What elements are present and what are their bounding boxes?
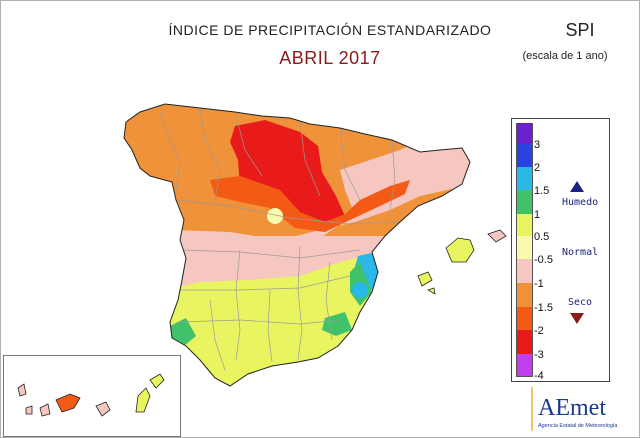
gran-canaria <box>95 401 111 417</box>
aemet-logo: AEmet Agencia Estatal de Meteorología <box>531 387 618 431</box>
legend-tick: 0.5 <box>534 231 550 243</box>
menorca <box>487 229 507 243</box>
formentera <box>427 287 436 295</box>
la-palma <box>17 383 27 397</box>
la-gomera <box>39 403 51 417</box>
legend-swatch-3-plus <box>516 123 533 144</box>
legend-label-wet: Humedo <box>562 197 599 208</box>
el-hierro <box>25 405 33 415</box>
legend-tick: 1 <box>534 209 541 221</box>
legend-swatch-2-3 <box>516 144 533 167</box>
legend-swatch-neg-0.5-1 <box>516 259 533 283</box>
fuerteventura <box>135 387 151 413</box>
legend-label-dry: Seco <box>568 297 593 308</box>
peninsula-coastline <box>123 103 471 387</box>
tenerife <box>55 393 81 413</box>
logo-caption: Agencia Estatal de Meteorología <box>538 423 618 429</box>
region-pink-north <box>176 140 470 248</box>
region-cyan-alicante <box>352 282 368 298</box>
legend-tick: 2 <box>534 162 541 174</box>
legend-tick: -3 <box>534 349 544 361</box>
canary-islands <box>17 373 165 417</box>
canary-inset-frame <box>3 355 181 437</box>
region-light-patch <box>267 208 283 224</box>
legend-tick: 3 <box>534 139 541 151</box>
legend-swatch-neg-1-1.5 <box>516 283 533 307</box>
logo-wordmark: AEmet <box>538 395 606 421</box>
region-orange-ring <box>210 176 410 232</box>
legend-tick: -0.5 <box>534 254 553 266</box>
legend-tick: 1.5 <box>534 185 550 197</box>
region-red-core <box>230 120 345 224</box>
scale-note: (escala de 1 ano) <box>522 50 608 62</box>
legend-swatch-0.5-1 <box>516 214 533 236</box>
legend-tick: -2 <box>534 325 544 337</box>
balearic-islands <box>417 229 507 295</box>
legend-swatch-neg-2-3 <box>516 330 533 354</box>
map-subtitle: ABRIL 2017 <box>279 48 381 68</box>
legend-label-normal: Normal <box>562 247 599 258</box>
map-title: ÍNDICE DE PRECIPITACIÓN ESTANDARIZADO <box>168 22 492 38</box>
legend-swatch-normal <box>516 236 533 259</box>
wet-arrow-icon <box>570 181 584 192</box>
mallorca <box>445 237 475 263</box>
legend-swatch-1-1.5 <box>516 190 533 214</box>
province-borders <box>159 107 401 371</box>
legend-swatch-1.5-2 <box>516 167 533 190</box>
dry-arrow-icon <box>570 313 584 324</box>
index-name: SPI <box>565 20 595 40</box>
legend-swatch-neg-1.5-2 <box>516 307 533 330</box>
legend-tick: -1 <box>534 278 544 290</box>
region-green-murcia <box>322 312 352 336</box>
ibiza <box>417 271 433 287</box>
legend-tick: -1.5 <box>534 302 553 314</box>
legend: 3 2 1.5 1 0.5 -0.5 -1 -1.5 -2 -3 -4 Hume… <box>511 118 610 382</box>
lanzarote <box>149 373 165 389</box>
legend-tick: -4 <box>534 370 544 382</box>
region-green-huelva <box>170 318 196 346</box>
legend-swatch-neg-3-4 <box>516 354 533 377</box>
